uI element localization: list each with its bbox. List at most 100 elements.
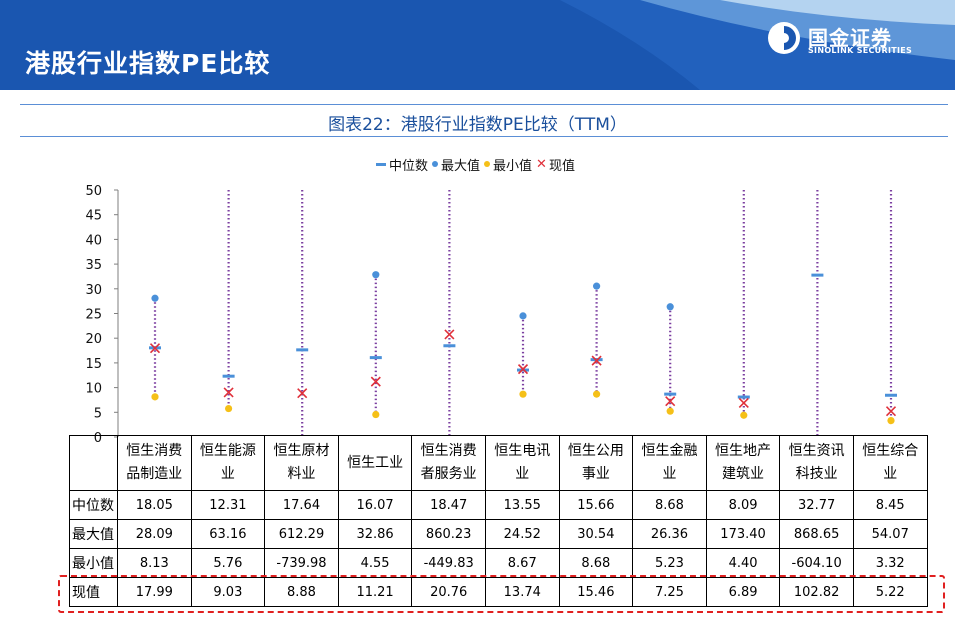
legend-min: 最小值 (484, 155, 532, 174)
table-cell: 4.55 (337, 548, 413, 578)
table-cell: 24.52 (484, 519, 560, 549)
legend-max-label: 最大值 (441, 158, 481, 174)
y-tick-label: 25 (85, 308, 102, 323)
current-marker (517, 364, 529, 375)
table-cell: 173.40 (705, 519, 781, 549)
min-point (151, 393, 159, 401)
legend-current-label: 现值 (548, 158, 575, 174)
category-label: 恒生工业 (337, 435, 413, 491)
page-title: 港股行业指数PE比较 (25, 49, 271, 78)
row-label: 最大值 (69, 519, 118, 549)
category-label-line: 业 (220, 466, 235, 482)
table-cell: 860.23 (411, 519, 486, 549)
category-label: 恒生金融业 (632, 435, 707, 491)
category-label-line: 恒生地产 (715, 443, 772, 459)
table-cell: 17.64 (264, 490, 339, 520)
table-row: 最小值 8.13 5.76 -739.98 4.55 -449.83 8.67 8.68 5.2… (69, 548, 928, 578)
header-banner: 港股行业指数PE比较 国金证券 SINOLINK SECURITIES (0, 0, 955, 90)
table-cell: 9.03 (190, 577, 266, 607)
category-label-line: 科技业 (795, 466, 838, 482)
row-label: 中位数 (69, 490, 118, 520)
row-label: 最小值 (69, 548, 118, 578)
table-cell: 13.74 (484, 577, 560, 607)
min-marker-icon (484, 161, 491, 167)
table-cell: 32.77 (779, 490, 854, 520)
table-cell: 8.68 (558, 548, 634, 578)
table-corner-cell (69, 435, 118, 491)
category-label: 恒生电讯业 (484, 435, 560, 491)
category-label-line: 业 (662, 466, 677, 482)
logo-text-en: SINOLINK SECURITIES (808, 46, 913, 55)
min-point (372, 410, 380, 419)
table-row: 现值 17.99 9.03 8.88 11.21 20.76 13.74 15.46 7.25 6… (69, 577, 928, 607)
table-cell: 5.22 (852, 577, 928, 607)
category-label-line: 品制造业 (126, 466, 183, 482)
table-cell: 3.32 (852, 548, 928, 578)
category-label-line: 业 (515, 466, 530, 482)
table-cell: -739.98 (264, 548, 339, 578)
category-label-line: 建筑业 (722, 466, 765, 482)
legend-max: 最大值 (432, 155, 480, 174)
min-point (519, 390, 527, 398)
table-cell: -604.10 (779, 548, 854, 578)
table-cell: 8.68 (632, 490, 707, 520)
y-tick-label: 15 (85, 357, 102, 372)
table-cell: 5.76 (190, 548, 266, 578)
title-rule-bottom (20, 136, 948, 137)
category-label: 恒生能源业 (190, 435, 266, 491)
table-cell: 8.13 (117, 548, 192, 578)
legend-median: 中位数 (376, 155, 428, 174)
category-label-line: 恒生电讯 (494, 443, 551, 459)
table-row: 中位数 18.05 12.31 17.64 16.07 18.47 13.55 15.66 8.… (69, 490, 928, 520)
legend-min-label: 最小值 (493, 158, 533, 174)
chart-title: 图表22：港股行业指数PE比较（TTM） (328, 115, 627, 135)
table-cell: 54.07 (852, 519, 928, 549)
current-marker (297, 388, 308, 399)
max-marker-icon (432, 161, 439, 167)
table-cell: 16.07 (337, 490, 413, 520)
y-tick-label: 20 (85, 332, 102, 347)
chart-legend: 中位数 最大值 最小值 ✕ 现值 (376, 155, 579, 174)
table-cell: 18.47 (411, 490, 486, 520)
current-marker-icon: ✕ (536, 156, 547, 172)
category-label-line: 恒生原材 (273, 443, 330, 459)
y-tick-label: 45 (85, 209, 102, 224)
table-cell: 8.67 (484, 548, 560, 578)
table-cell: 32.86 (337, 519, 413, 549)
category-label: 恒生综合业 (852, 435, 928, 491)
category-label-line: 恒生金融 (641, 443, 698, 459)
max-point (593, 282, 601, 290)
y-tick-label: 5 (94, 406, 102, 421)
table-cell: 6.89 (705, 577, 781, 607)
category-label-line: 恒生综合 (862, 443, 919, 459)
category-label: 恒生原材 料业 (264, 435, 339, 491)
table-header-row: 恒生消费 品制造业 恒生能源业恒生原材 料业 恒生工业 恒生消费 者服务业 恒生电讯业恒生公用… (69, 435, 928, 491)
table-cell: 5.23 (632, 548, 707, 578)
table-cell: 11.21 (337, 577, 413, 607)
min-point (887, 416, 895, 425)
logo-text-cn: 国金证券 (808, 26, 892, 50)
y-tick-label: 30 (85, 283, 102, 298)
table-cell: 868.65 (779, 519, 854, 549)
min-point (225, 404, 233, 413)
table-cell: 8.45 (852, 490, 928, 520)
current-row-highlight (58, 575, 945, 613)
category-label: 恒生消费 品制造业 (117, 435, 192, 491)
min-point (740, 411, 748, 419)
current-marker (665, 396, 676, 407)
table-cell: 13.55 (484, 490, 560, 520)
table-cell: 15.46 (558, 577, 634, 607)
table-cell: 63.16 (190, 519, 266, 549)
logo-mark-icon (768, 22, 800, 54)
current-marker (444, 329, 455, 340)
median-marker-icon (376, 162, 386, 166)
min-point (666, 407, 674, 415)
category-label-line: 恒生能源 (199, 443, 256, 459)
row-label: 现值 (69, 577, 118, 607)
max-point (666, 303, 674, 311)
table-row: 最大值 28.09 63.16 612.29 32.86 860.23 24.52 30.54… (69, 519, 928, 549)
legend-median-label: 中位数 (389, 158, 429, 174)
category-label-line: 恒生资讯 (788, 443, 845, 459)
table-cell: 28.09 (117, 519, 192, 549)
